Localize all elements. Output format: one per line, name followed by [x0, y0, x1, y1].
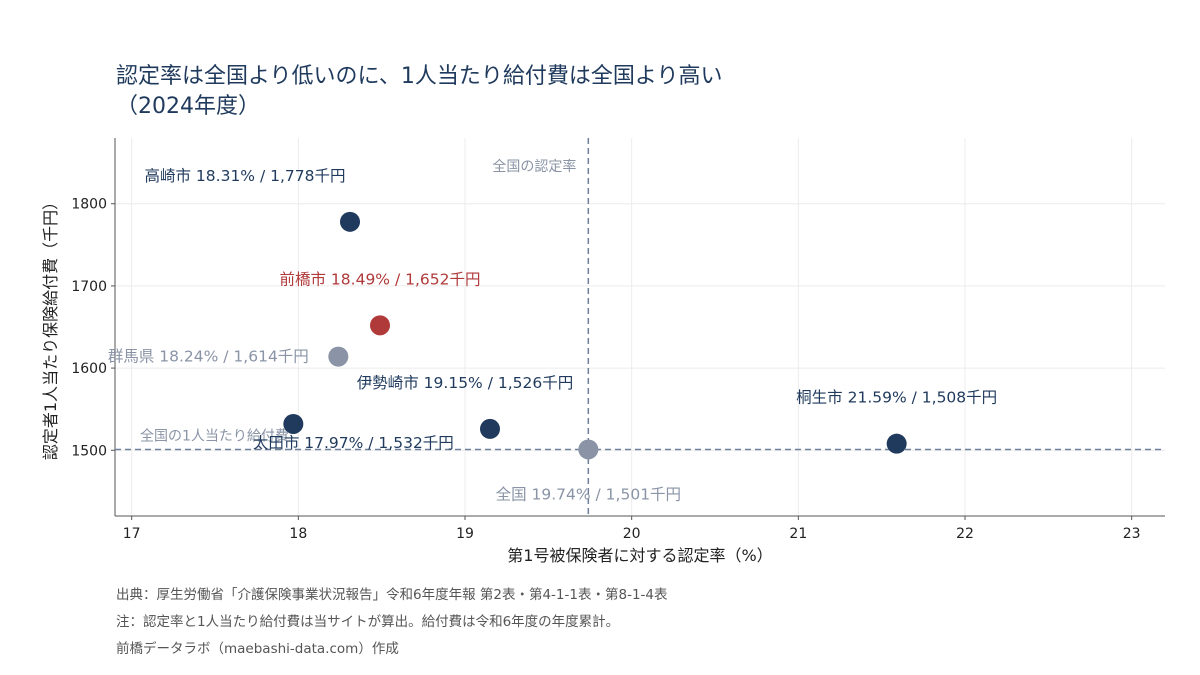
x-tick-label: 20 — [623, 526, 641, 542]
data-point-高崎市 — [340, 211, 360, 232]
y-tick-label: 1600 — [71, 361, 107, 377]
data-label-群馬県: 群馬県 18.24% / 1,614千円 — [108, 348, 309, 366]
footer-note: 注：認定率と1人当たり給付費は当サイトが算出。給付費は令和6年度の年度累計。 — [116, 614, 620, 630]
y-tick-label: 1700 — [71, 279, 107, 295]
y-tick-label: 1500 — [71, 443, 107, 459]
national-rate-line-label: 全国の認定率 — [492, 158, 576, 175]
data-point-群馬県 — [328, 346, 349, 367]
chart-title: 認定率は全国より低いのに、1人当たり給付費は全国より高い （2024年度） — [116, 62, 1156, 122]
x-tick-label: 22 — [956, 526, 974, 542]
data-label-全国: 全国 19.74% / 1,501千円 — [496, 485, 681, 503]
data-point-全国 — [578, 439, 599, 460]
data-label-前橋市: 前橋市 18.49% / 1,652千円 — [280, 270, 481, 288]
chart-title-line2: （2024年度） — [116, 94, 260, 119]
national-cost-line-label: 全国の1人当たり給付費 — [140, 427, 289, 444]
data-point-桐生市 — [886, 433, 907, 454]
data-label-高崎市: 高崎市 18.31% / 1,778千円 — [145, 167, 346, 185]
x-tick-label: 17 — [123, 526, 141, 542]
data-label-伊勢崎市: 伊勢崎市 19.15% / 1,526千円 — [357, 374, 573, 392]
y-axis-label: 認定者1人当たり保険給付費（千円） — [41, 194, 60, 460]
x-tick-label: 21 — [789, 526, 807, 542]
data-label-太田市: 太田市 17.97% / 1,532千円 — [253, 434, 454, 452]
chart-title-line1: 認定率は全国より低いのに、1人当たり給付費は全国より高い — [116, 64, 723, 89]
data-point-前橋市 — [370, 315, 390, 336]
x-axis-label: 第1号被保険者に対する認定率（%） — [507, 546, 772, 565]
x-tick-label: 19 — [456, 526, 474, 542]
x-tick-label: 23 — [1123, 526, 1141, 542]
footer-credit: 前橋データラボ（maebashi-data.com）作成 — [116, 641, 399, 657]
data-point-太田市 — [283, 413, 304, 434]
data-point-伊勢崎市 — [480, 418, 500, 439]
data-label-桐生市: 桐生市 21.59% / 1,508千円 — [796, 389, 997, 407]
x-tick-label: 18 — [289, 526, 307, 542]
y-tick-label: 1800 — [71, 197, 107, 213]
footer-source: 出典：厚生労働省「介護保険事業状況報告」令和6年度年報 第2表・第4-1-1表・… — [116, 587, 668, 603]
